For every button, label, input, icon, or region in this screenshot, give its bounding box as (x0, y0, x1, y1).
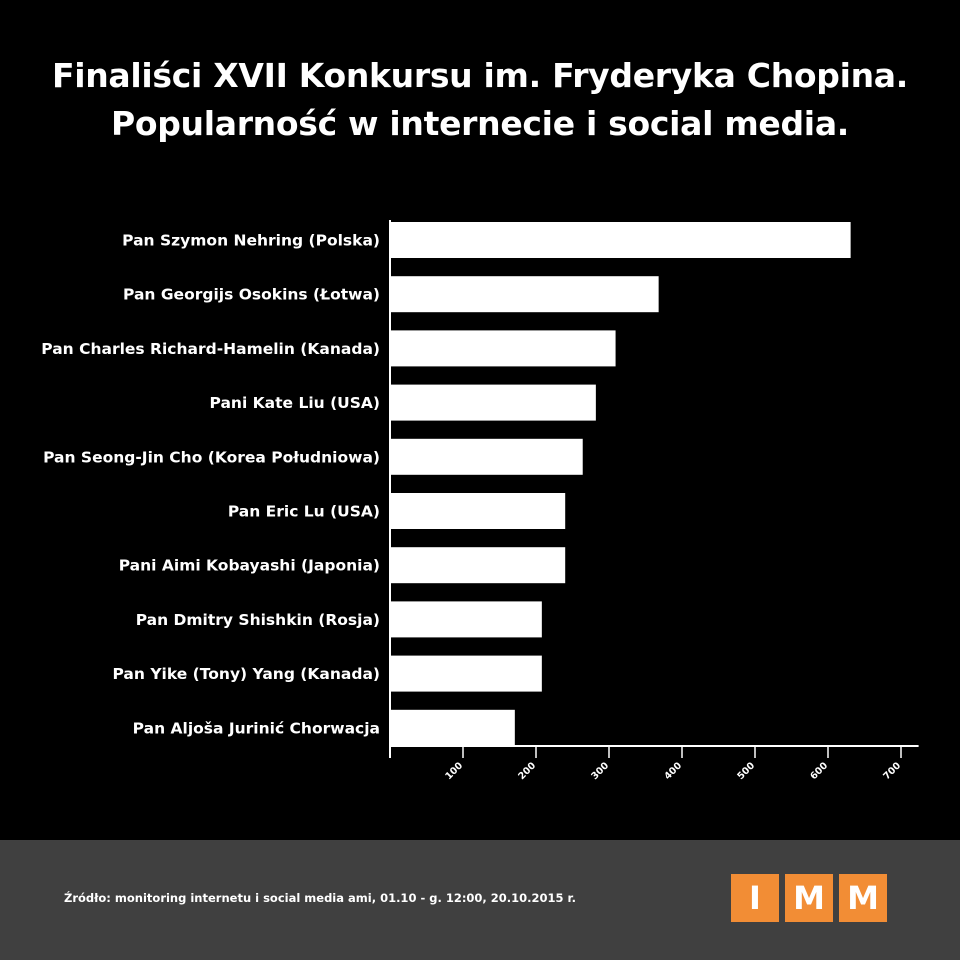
bar (390, 547, 566, 584)
logo-letter-i: I (731, 874, 779, 922)
chart-title-line-1: Finaliści XVII Konkursu im. Fryderyka Ch… (51, 56, 908, 95)
category-label: Pan Aljoša Jurinić Chorwacja (133, 719, 380, 737)
category-label: Pani Kate Liu (USA) (210, 394, 380, 412)
bar (390, 438, 583, 475)
x-tick-label: 700 (881, 760, 903, 782)
bar (390, 493, 566, 529)
category-label: Pan Charles Richard-Hamelin (Kanada) (41, 340, 380, 358)
x-tick-label: 300 (589, 760, 611, 782)
x-tick-label: 400 (662, 760, 684, 782)
bar-chart: Pan Szymon Nehring (Polska) Pan Georgijs … (41, 220, 919, 782)
bars-group (390, 222, 851, 746)
x-tick-label: 500 (735, 760, 757, 782)
category-label: Pan Szymon Nehring (Polska) (122, 232, 380, 250)
x-tick-label: 200 (516, 760, 538, 782)
bar (390, 330, 616, 367)
category-label: Pan Georgijs Osokins (Łotwa) (123, 286, 380, 304)
bar (390, 276, 659, 313)
imm-logo: I M M (731, 874, 887, 922)
category-label: Pan Eric Lu (USA) (228, 503, 380, 521)
logo-letter-m: M (785, 874, 833, 922)
footer: Źródło: monitoring internetu i social me… (0, 840, 960, 960)
bar (390, 655, 542, 692)
category-label: Pan Dmitry Shishkin (Rosja) (136, 611, 380, 629)
category-label: Pani Aimi Kobayashi (Japonia) (119, 557, 380, 575)
chart-title-line-2: Popularność w internecie i social media. (110, 104, 850, 143)
category-label: Pan Seong-Jin Cho (Korea Południowa) (43, 448, 380, 466)
bar (390, 222, 851, 258)
category-label: Pan Yike (Tony) Yang (Kanada) (112, 665, 380, 683)
source-note: Źródło: monitoring internetu i social me… (64, 891, 576, 905)
x-tick-label: 100 (443, 760, 465, 782)
bar (390, 601, 542, 638)
bar (390, 709, 515, 746)
x-tick-label: 600 (808, 760, 830, 782)
bar (390, 384, 596, 421)
logo-letter-m-2: M (839, 874, 887, 922)
category-labels-group: Pan Szymon Nehring (Polska) Pan Georgijs … (41, 232, 380, 738)
